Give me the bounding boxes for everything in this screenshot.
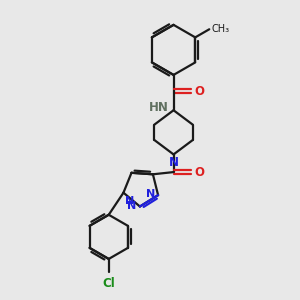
Text: O: O <box>195 166 205 178</box>
Text: Cl: Cl <box>102 277 115 290</box>
Text: N: N <box>146 189 155 199</box>
Text: HN: HN <box>149 101 169 114</box>
Text: N: N <box>169 156 178 169</box>
Text: N: N <box>127 202 136 212</box>
Text: CH₃: CH₃ <box>212 24 230 34</box>
Text: N: N <box>125 196 134 206</box>
Text: O: O <box>195 85 205 98</box>
